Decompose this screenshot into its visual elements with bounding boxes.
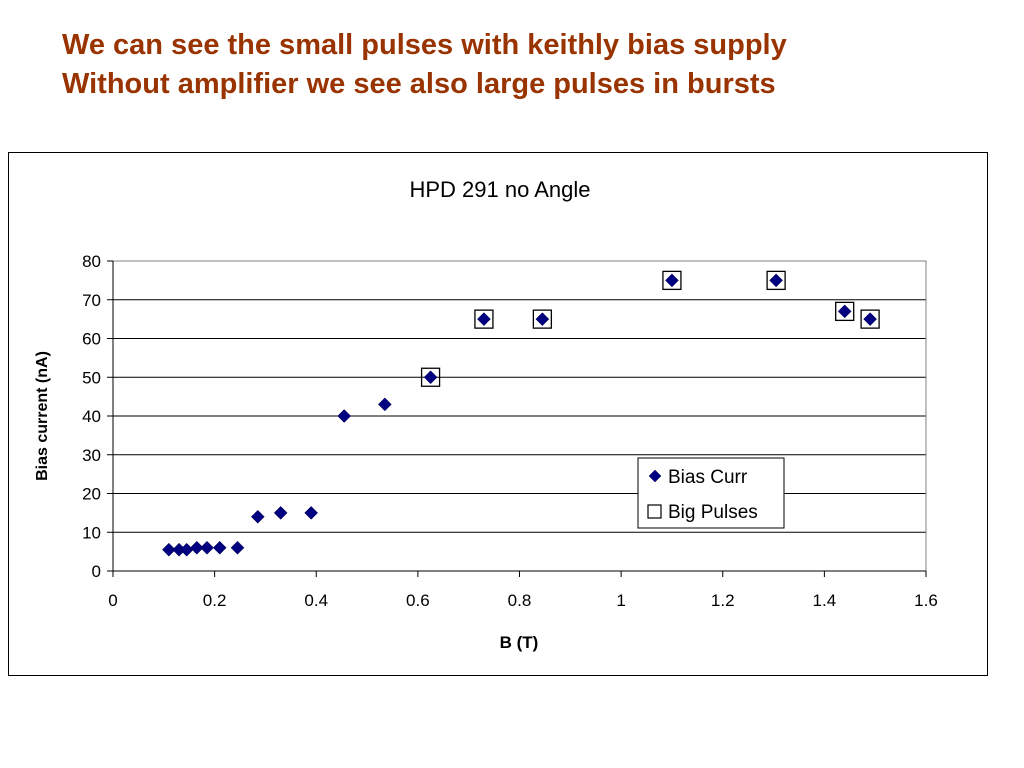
- y-tick-label: 20: [82, 485, 101, 504]
- bias-curr-marker: [250, 509, 265, 524]
- y-tick-label: 80: [82, 252, 101, 271]
- legend-label-bias-curr: Bias Curr: [668, 467, 748, 488]
- y-tick-label: 10: [82, 523, 101, 542]
- y-tick-label: 0: [92, 562, 101, 581]
- big-pulses-marker: [420, 367, 441, 387]
- big-pulses-marker: [835, 301, 855, 322]
- big-pulses-marker: [860, 309, 880, 329]
- chart-frame: HPD 291 no Angle 0 10 20 30 40 50 60 70 80 0 0.2 0.…: [8, 152, 988, 676]
- x-tick-label: 1.6: [914, 591, 938, 610]
- y-tick-label: 30: [82, 446, 101, 465]
- bias-curr-marker: [837, 304, 852, 319]
- bias-curr-marker: [230, 540, 245, 555]
- x-axis-label: B (T): [500, 633, 539, 652]
- scatter-chart: HPD 291 no Angle 0 10 20 30 40 50 60 70 80 0 0.2 0.…: [34, 177, 938, 652]
- chart-title: HPD 291 no Angle: [409, 177, 590, 202]
- legend-box: [637, 457, 785, 529]
- axes: 0 10 20 30 40 50 60 70 80 0 0.2 0.4 0.6 0.8 1 1.2 1.4 1.6: [82, 252, 938, 610]
- gridlines: [113, 260, 926, 533]
- bias-curr-marker: [212, 540, 227, 555]
- slide-title-line-1: We can see the small pulses with keithly…: [62, 29, 787, 61]
- bias-curr-marker: [423, 370, 438, 385]
- bias-curr-marker: [769, 273, 783, 288]
- y-tick-label: 40: [82, 407, 101, 426]
- x-tick-label: 0: [108, 591, 117, 610]
- slide-title-line-2: Without amplifier we see also large puls…: [62, 68, 776, 100]
- legend-square-icon: [647, 504, 662, 519]
- x-tick-label: 0.2: [203, 591, 227, 610]
- big-pulses-marker: [766, 270, 786, 291]
- bias-curr-marker: [665, 273, 679, 288]
- legend: Bias Curr Big Pulses: [637, 457, 785, 529]
- bias-curr-marker: [477, 312, 491, 326]
- bias-curr-marker: [179, 542, 194, 557]
- bias-curr-marker: [304, 506, 319, 520]
- y-tick-label: 50: [82, 368, 101, 387]
- big-pulses-marker: [532, 309, 553, 329]
- legend-diamond-icon: [648, 469, 662, 483]
- data-markers: [162, 270, 880, 557]
- slide-title: We can see the small pulses with keithly…: [62, 26, 787, 104]
- x-tick-label: 0.8: [508, 591, 532, 610]
- x-tick-label: 0.6: [406, 591, 430, 610]
- y-axis-label: Bias current (nA): [34, 351, 51, 481]
- x-tick-label: 1.2: [711, 591, 735, 610]
- bias-curr-marker: [377, 397, 392, 412]
- bias-curr-marker: [200, 540, 214, 555]
- bias-curr-marker: [162, 542, 176, 557]
- bias-curr-marker: [273, 506, 288, 520]
- big-pulses-marker: [474, 309, 494, 329]
- x-tick-label: 0.4: [304, 591, 328, 610]
- y-tick-label: 70: [82, 291, 101, 310]
- bias-curr-marker: [337, 409, 352, 423]
- bias-curr-marker: [863, 312, 877, 326]
- x-tick-label: 1: [616, 591, 625, 610]
- bias-curr-marker: [189, 540, 204, 555]
- x-tick-label: 1.4: [813, 591, 837, 610]
- legend-label-big-pulses: Big Pulses: [668, 502, 758, 523]
- bias-curr-marker: [535, 312, 550, 326]
- y-tick-label: 60: [82, 330, 101, 349]
- big-pulses-marker: [662, 270, 682, 291]
